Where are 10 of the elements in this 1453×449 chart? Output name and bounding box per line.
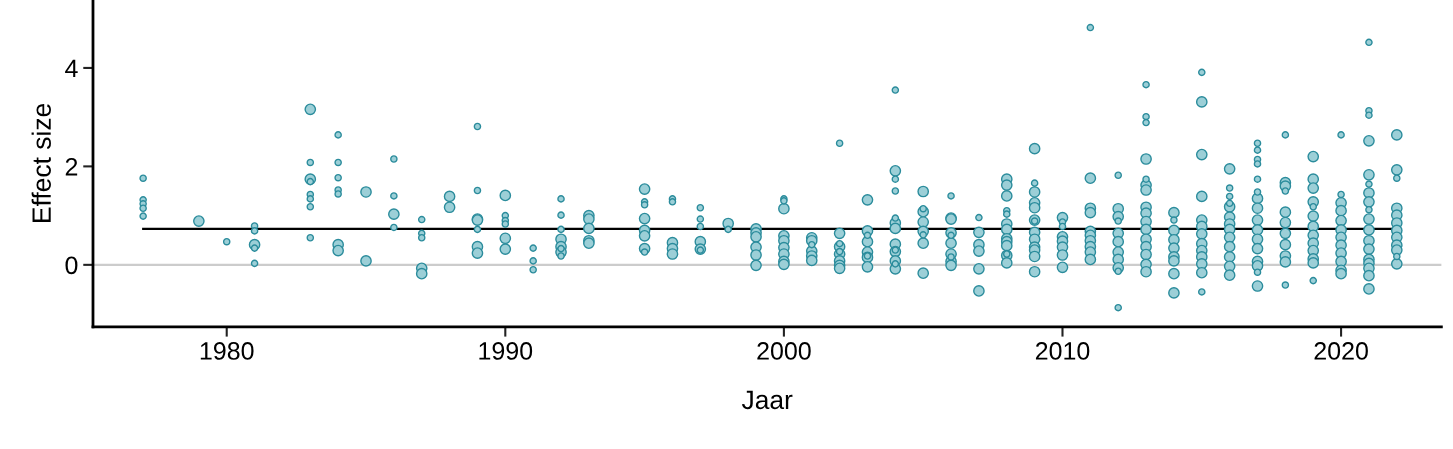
- y-tick-label: 4: [65, 59, 78, 77]
- x-tick-label: 2010: [1035, 342, 1090, 360]
- y-tick-label: 0: [65, 256, 78, 275]
- y-axis-title: Effect size: [31, 103, 51, 222]
- x-tick-label: 1990: [479, 342, 533, 360]
- x-tick-label: 2020: [1314, 342, 1368, 360]
- x-tick-label: 1980: [200, 342, 254, 360]
- x-axis-title: Jaar: [741, 390, 793, 410]
- x-tick-label: 2000: [757, 342, 811, 360]
- y-tick-label: 2: [65, 157, 78, 176]
